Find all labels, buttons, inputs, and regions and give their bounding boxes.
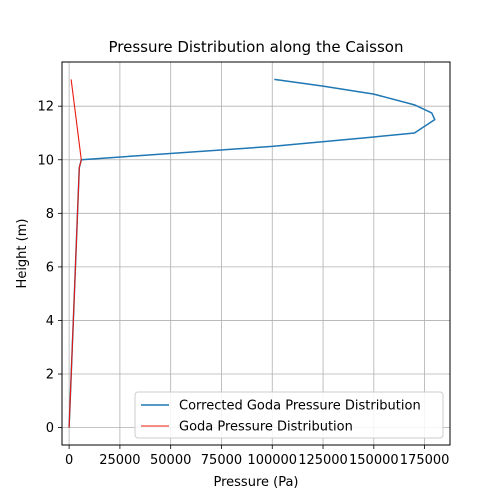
x-tick-label: 0 xyxy=(65,453,73,468)
legend-label-1: Corrected Goda Pressure Distribution xyxy=(179,399,421,414)
series-line-1 xyxy=(68,78,436,428)
x-tick-label: 75000 xyxy=(201,453,242,468)
series-layer xyxy=(68,78,436,428)
legend-box xyxy=(134,391,444,439)
y-tick-label: 0 xyxy=(46,421,54,436)
x-tick-label: 125000 xyxy=(298,453,348,468)
x-axis-label: Pressure (Pa) xyxy=(213,475,298,490)
y-tick-label: 8 xyxy=(46,207,54,222)
chart-title: Pressure Distribution along the Caisson xyxy=(109,38,404,56)
legend: Corrected Goda Pressure Distribution Goda… xyxy=(134,391,444,439)
grid xyxy=(62,62,450,445)
y-ticks: 0 2 4 6 8 10 12 xyxy=(37,100,62,436)
y-tick-label: 10 xyxy=(37,153,54,168)
x-tick-label: 50000 xyxy=(150,453,191,468)
y-axis-label: Height (m) xyxy=(15,219,30,289)
y-tick-label: 6 xyxy=(46,260,54,275)
x-tick-label: 25000 xyxy=(99,453,140,468)
y-tick-label: 4 xyxy=(46,314,54,329)
x-tick-label: 100000 xyxy=(247,453,297,468)
y-tick-label: 2 xyxy=(46,368,54,383)
y-tick-label: 12 xyxy=(37,100,54,115)
series-line-2 xyxy=(68,79,82,428)
legend-label-2: Goda Pressure Distribution xyxy=(179,420,353,435)
x-tick-label: 150000 xyxy=(349,453,399,468)
x-ticks: 0 25000 50000 75000 100000 125000 150000 175000 xyxy=(65,445,449,468)
plot-frame xyxy=(61,61,451,446)
x-tick-label: 175000 xyxy=(400,453,450,468)
